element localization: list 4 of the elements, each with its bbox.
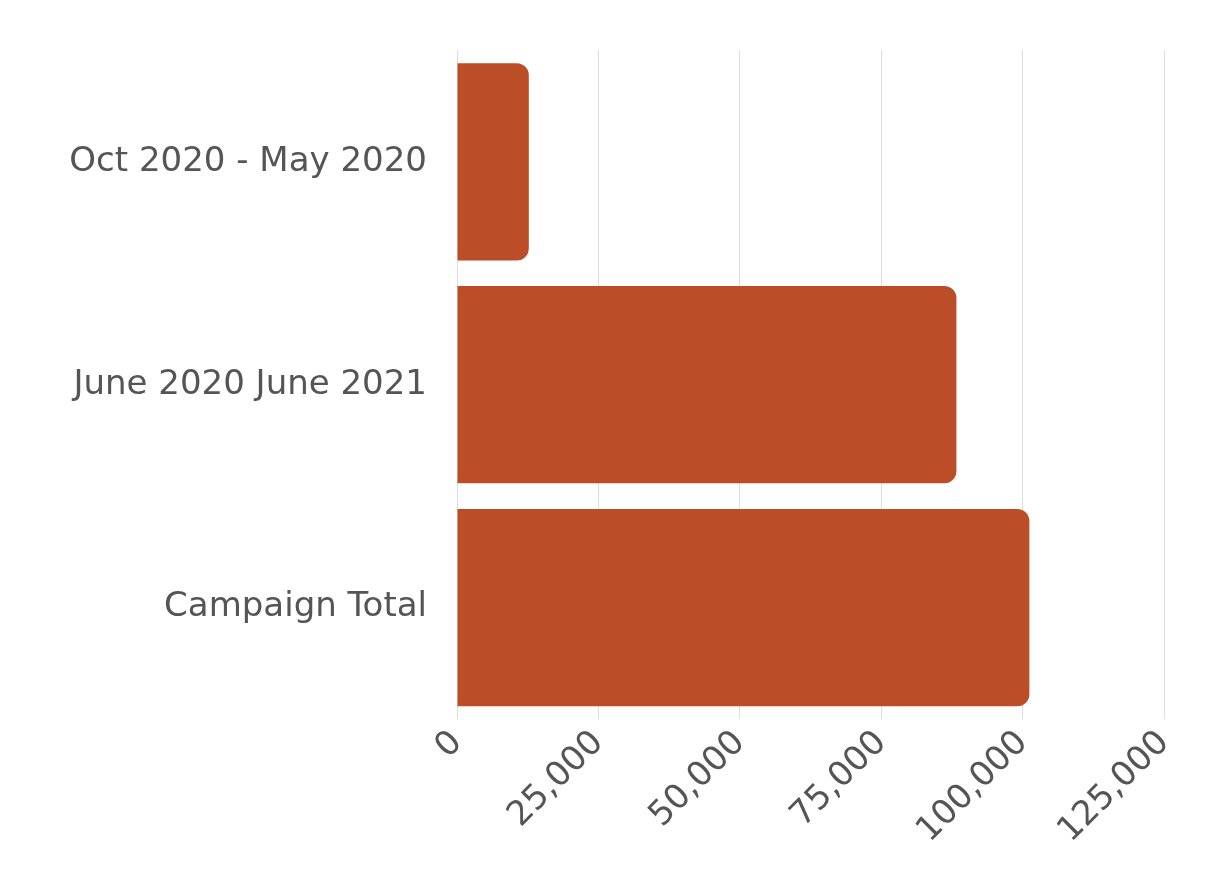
y-tick-label: Oct 2020 - May 2020 [69, 138, 427, 179]
x-tick-label: 0 [425, 721, 469, 765]
y-tick-label: Campaign Total [164, 584, 427, 625]
y-tick-label: June 2020 June 2021 [71, 361, 427, 402]
